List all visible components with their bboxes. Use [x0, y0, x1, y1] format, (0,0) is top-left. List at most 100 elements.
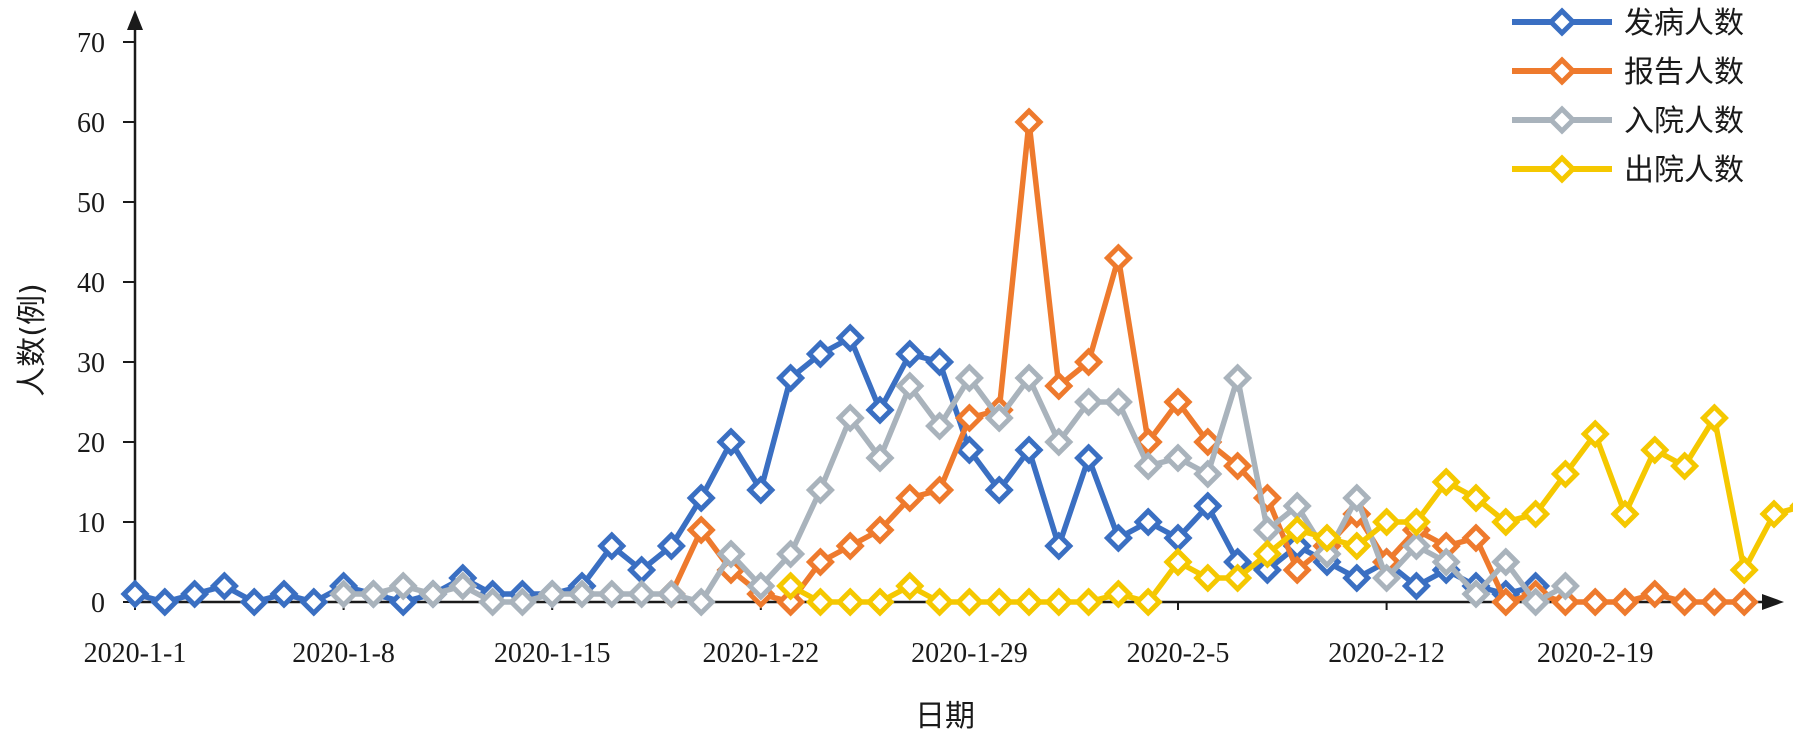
x-ticks: 2020-1-1 2020-1-8 2020-1-15 2020-1-22 2020-1…	[84, 602, 1654, 669]
data-point	[925, 587, 955, 617]
data-point	[1193, 459, 1223, 489]
data-point	[895, 339, 925, 369]
data-point	[1610, 587, 1640, 617]
data-point	[1461, 483, 1491, 513]
data-point	[1342, 483, 1372, 513]
data-point	[954, 587, 984, 617]
data-point	[865, 395, 895, 425]
x-tick-label: 2020-2-19	[1537, 638, 1654, 669]
data-point	[1312, 539, 1342, 569]
series-4	[776, 403, 1793, 617]
series-layer	[120, 107, 1793, 617]
data-point	[239, 587, 269, 617]
data-point	[925, 347, 955, 377]
data-point	[865, 515, 895, 545]
data-point	[1640, 435, 1670, 465]
data-point	[1103, 579, 1133, 609]
data-point	[1074, 443, 1104, 473]
data-point	[1372, 507, 1402, 537]
data-point	[1461, 579, 1491, 609]
data-point	[1044, 531, 1074, 561]
data-point	[1491, 507, 1521, 537]
data-point	[299, 587, 329, 617]
x-axis-title: 日期	[915, 699, 975, 734]
data-point	[835, 403, 865, 433]
data-point	[180, 579, 210, 609]
data-point	[1431, 467, 1461, 497]
data-point	[805, 339, 835, 369]
legend-swatch-marker	[1547, 105, 1577, 135]
data-point	[1610, 499, 1640, 529]
data-point	[358, 579, 388, 609]
data-point	[1550, 571, 1580, 601]
data-point	[1521, 499, 1551, 529]
legend-item: 报告人数	[1512, 55, 1744, 90]
y-tick-label: 30	[77, 348, 105, 379]
legend-swatch-marker	[1547, 56, 1577, 86]
data-point	[478, 587, 508, 617]
data-point	[805, 475, 835, 505]
data-point	[805, 547, 835, 577]
data-point	[746, 571, 776, 601]
legend-item: 发病人数	[1512, 6, 1744, 41]
data-point	[776, 587, 806, 617]
x-tick-label: 2020-1-29	[911, 638, 1028, 669]
data-point	[984, 587, 1014, 617]
data-point	[507, 587, 537, 617]
data-point	[388, 571, 418, 601]
data-point	[895, 371, 925, 401]
y-tick-label: 0	[91, 588, 105, 619]
y-tick-label: 50	[77, 188, 105, 219]
legend-label: 发病人数	[1624, 6, 1744, 41]
x-axis-arrow	[1762, 594, 1784, 610]
data-point	[1223, 563, 1253, 593]
data-point	[1133, 587, 1163, 617]
x-tick-label: 2020-1-22	[702, 638, 819, 669]
data-point	[1670, 451, 1700, 481]
data-point	[1074, 587, 1104, 617]
legend-label: 出院人数	[1624, 153, 1744, 188]
data-point	[925, 411, 955, 441]
x-tick-label: 2020-1-15	[494, 638, 611, 669]
data-point	[1014, 435, 1044, 465]
data-point	[984, 475, 1014, 505]
data-point	[1044, 371, 1074, 401]
data-point	[448, 571, 478, 601]
data-point	[1074, 387, 1104, 417]
data-point	[895, 571, 925, 601]
legend-item: 入院人数	[1512, 104, 1744, 139]
data-point	[209, 571, 239, 601]
data-point	[597, 579, 627, 609]
data-point	[686, 515, 716, 545]
data-point	[537, 579, 567, 609]
x-tick-label: 2020-2-12	[1328, 638, 1445, 669]
legend-swatch-marker	[1547, 7, 1577, 37]
data-point	[329, 579, 359, 609]
data-point	[388, 587, 418, 617]
data-point	[597, 531, 627, 561]
data-point	[984, 403, 1014, 433]
y-tick-label: 10	[77, 508, 105, 539]
data-point	[865, 587, 895, 617]
data-point	[1103, 523, 1133, 553]
data-point	[835, 587, 865, 617]
data-point	[776, 363, 806, 393]
y-ticks: 0 10 20 30 40 50 60 70	[77, 28, 135, 619]
data-point	[776, 571, 806, 601]
data-point	[925, 475, 955, 505]
data-point	[716, 539, 746, 569]
data-point	[1223, 363, 1253, 393]
y-tick-label: 60	[77, 108, 105, 139]
y-tick-label: 70	[77, 28, 105, 59]
data-point	[1133, 451, 1163, 481]
data-point	[627, 579, 657, 609]
x-tick-label: 2020-1-1	[84, 638, 187, 669]
data-point	[954, 363, 984, 393]
data-point	[954, 435, 984, 465]
data-point	[1163, 443, 1193, 473]
data-point	[418, 579, 448, 609]
data-point	[746, 475, 776, 505]
legend-label: 入院人数	[1624, 104, 1744, 139]
data-point	[1044, 587, 1074, 617]
